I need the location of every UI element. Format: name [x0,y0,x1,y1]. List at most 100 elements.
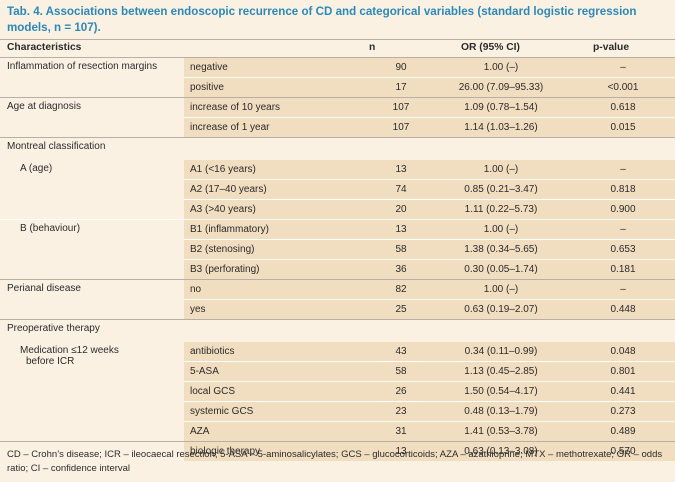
table-footnote: CD – Crohn’s disease; ICR – ileocaecal r… [7,449,663,474]
table-row: positive 17 26.00 (7.09–95.33) <0.001 [0,77,675,98]
n-cell: 26 [371,381,431,402]
table-row: 5-ASA 58 1.13 (0.45–2.85) 0.801 [0,361,675,382]
n-cell: 36 [371,259,431,280]
p-cell: 0.653 [571,239,675,260]
or-cell: 1.00 (–) [431,219,571,240]
or-cell: 1.09 (0.78–1.54) [431,97,571,118]
p-cell: 0.273 [571,401,675,422]
category-cell: yes [184,299,371,320]
or-cell: 26.00 (7.09–95.33) [431,77,571,98]
table-row: Perianal disease no 82 1.00 (–) – [0,279,675,320]
table-row: biologic therapy 13 0.63 (0.13–3.08) 0.5… [0,441,675,461]
n-cell: 31 [371,421,431,442]
header-p-value: p-value [593,42,630,53]
category-cell: B3 (perforating) [184,259,371,280]
table-row: Preoperative therapy [0,319,675,342]
p-cell: 0.181 [571,259,675,280]
category-cell: 5-ASA [184,361,371,382]
table-title: Tab. 4. Associations between endoscopic … [7,5,637,34]
p-cell: 0.448 [571,299,675,320]
row-label: B (behaviour) [0,219,184,280]
or-cell: 1.11 (0.22–5.73) [431,199,571,220]
p-cell: <0.001 [571,77,675,98]
n-cell: 13 [371,219,431,240]
n-cell: 13 [371,441,431,461]
data-table: Inflammation of resection margins negati… [0,58,675,461]
category-cell: AZA [184,421,371,442]
table-row: Inflammation of resection margins negati… [0,58,675,78]
category-cell: B1 (inflammatory) [184,219,371,240]
n-cell: 90 [371,58,431,78]
category-cell: A1 (<16 years) [184,160,371,180]
category-cell: positive [184,77,371,98]
medication-label-line-2: before ICR [26,356,75,367]
row-label: Inflammation of resection margins [7,61,158,72]
empty-cell [431,319,571,342]
n-cell: 58 [371,239,431,260]
table-row: A3 (>40 years) 20 1.11 (0.22–5.73) 0.900 [0,199,675,220]
p-cell: – [571,219,675,240]
category-cell: biologic therapy [184,441,371,461]
empty-cell [431,137,571,160]
or-cell: 1.41 (0.53–3.78) [431,421,571,442]
or-cell: 0.30 (0.05–1.74) [431,259,571,280]
p-cell: 0.618 [571,97,675,118]
table-row: Medication ≤12 weeks before ICR antibiot… [0,342,675,367]
n-cell: 23 [371,401,431,422]
section-label: Preoperative therapy [0,319,184,342]
header-rule [0,57,675,58]
row-label: Medication ≤12 weeks before ICR [0,342,184,461]
or-cell: 1.00 (–) [431,58,571,78]
empty-cell [571,319,675,342]
or-cell: 1.38 (0.34–5.65) [431,239,571,260]
or-cell: 1.50 (0.54–4.17) [431,381,571,402]
n-cell: 82 [371,279,431,300]
table-row: A (age) A1 (<16 years) 13 1.00 (–) – [0,160,675,180]
table-row: yes 25 0.63 (0.19–2.07) 0.448 [0,299,675,320]
table-row: increase of 1 year 107 1.14 (1.03–1.26) … [0,117,675,138]
p-cell: 0.801 [571,361,675,382]
or-cell: 0.63 (0.19–2.07) [431,299,571,320]
n-cell: 20 [371,199,431,220]
table-row: B (behaviour) B1 (inflammatory) 13 1.00 … [0,219,675,280]
table-header: Characteristics n OR (95% CI) p-value [0,40,675,57]
category-cell: systemic GCS [184,401,371,422]
category-cell: increase of 10 years [184,97,371,118]
header-or: OR (95% CI) [461,42,520,53]
row-label: Age at diagnosis [0,97,184,138]
table-row: B3 (perforating) 36 0.30 (0.05–1.74) 0.1… [0,259,675,280]
n-cell: 58 [371,361,431,382]
empty-cell [571,137,675,160]
header-n: n [369,42,376,53]
header-characteristics: Characteristics [7,42,82,53]
empty-cell [371,319,431,342]
table-row: AZA 31 1.41 (0.53–3.78) 0.489 [0,421,675,442]
table-row: A2 (17–40 years) 74 0.85 (0.21–3.47) 0.8… [0,179,675,200]
category-cell: A3 (>40 years) [184,199,371,220]
empty-cell [371,137,431,160]
p-cell: – [571,58,675,78]
bottom-rule [0,441,675,442]
n-cell: 74 [371,179,431,200]
medication-label-line-1: Medication ≤12 weeks [20,345,119,356]
empty-cell [184,137,371,160]
n-cell: 43 [371,342,431,362]
p-cell: – [571,160,675,180]
or-cell: 0.85 (0.21–3.47) [431,179,571,200]
top-rule [0,39,675,40]
p-cell: 0.015 [571,117,675,138]
or-cell: 1.00 (–) [431,160,571,180]
empty-cell [184,319,371,342]
table-row: Age at diagnosis increase of 10 years 10… [0,97,675,138]
row-label: Perianal disease [0,279,184,320]
category-cell: local GCS [184,381,371,402]
category-cell: A2 (17–40 years) [184,179,371,200]
or-cell: 0.48 (0.13–1.79) [431,401,571,422]
or-cell: 1.00 (–) [431,279,571,300]
n-cell: 25 [371,299,431,320]
n-cell: 13 [371,160,431,180]
category-cell: negative [184,58,371,78]
category-cell: increase of 1 year [184,117,371,138]
p-cell: 0.048 [571,342,675,362]
